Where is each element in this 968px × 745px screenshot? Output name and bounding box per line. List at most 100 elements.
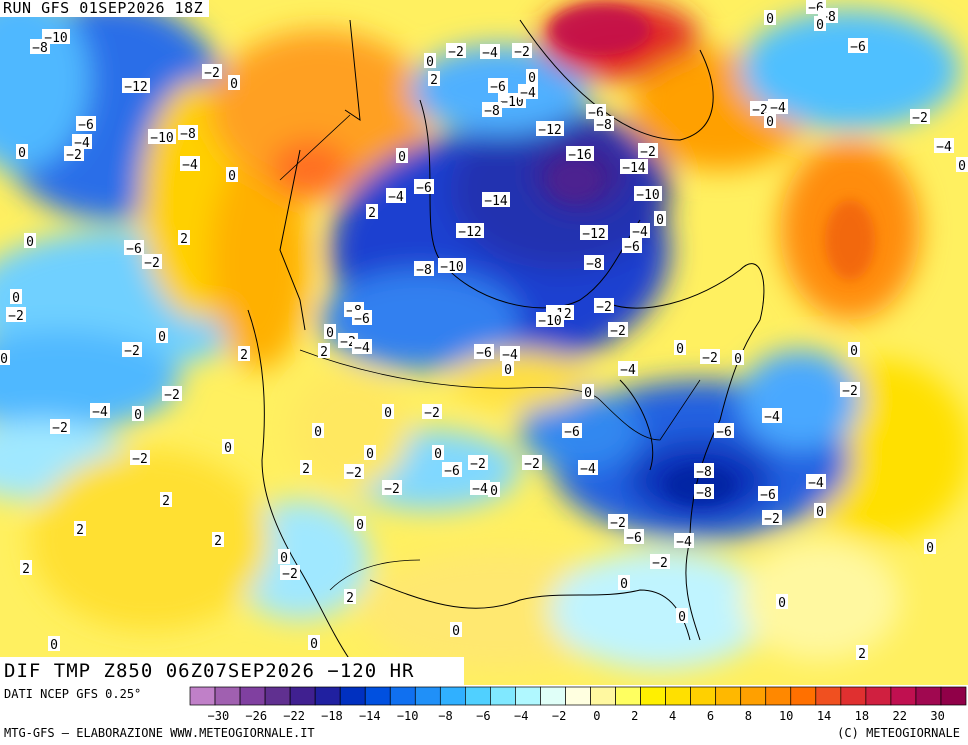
contour-label: −4 (480, 44, 500, 61)
contour-label: −12 (536, 121, 564, 138)
contour-label: 0 (502, 361, 514, 378)
svg-text:−4: −4 (482, 46, 498, 61)
contour-label: −2 (142, 254, 162, 271)
svg-text:−4: −4 (632, 225, 648, 240)
contour-label: −8 (584, 255, 604, 272)
contour-label: −4 (518, 84, 538, 101)
contour-label: −6 (848, 38, 868, 55)
contour-label: −10 (438, 258, 466, 275)
svg-text:−10: −10 (500, 95, 523, 110)
contour-label: −8 (594, 116, 614, 133)
contour-label: −4 (90, 403, 110, 420)
contour-label: 2 (160, 492, 172, 509)
svg-text:−10: −10 (440, 260, 463, 275)
svg-text:0: 0 (504, 363, 512, 378)
contour-label: −14 (620, 159, 648, 176)
svg-text:−6: −6 (626, 531, 642, 546)
svg-text:−2: −2 (524, 457, 540, 472)
contour-label: 2 (344, 589, 356, 606)
contour-label: −16 (566, 146, 594, 163)
svg-text:0: 0 (356, 518, 364, 533)
svg-text:−8: −8 (696, 486, 712, 501)
svg-text:0: 0 (676, 342, 684, 357)
svg-text:−8: −8 (596, 118, 612, 133)
contour-label: −4 (618, 361, 638, 378)
contour-label: −4 (630, 223, 650, 240)
contour-label: −2 (6, 307, 26, 324)
contour-label: −8 (30, 39, 50, 56)
contour-label: −2 (594, 298, 614, 315)
contour-label: −6 (352, 310, 372, 327)
svg-text:0: 0 (224, 441, 232, 456)
svg-text:−4: −4 (764, 410, 780, 425)
svg-text:2: 2 (858, 647, 866, 662)
contour-label: −8 (694, 484, 714, 501)
contour-label: 0 (488, 482, 500, 499)
contour-label: 0 (382, 404, 394, 421)
contour-label: −2 (608, 514, 628, 531)
contour-label: −4 (806, 474, 826, 491)
svg-text:−6: −6 (490, 80, 506, 95)
svg-text:2: 2 (346, 591, 354, 606)
svg-text:−8: −8 (696, 465, 712, 480)
contour-label: −10 (634, 186, 662, 203)
contour-label: −8 (414, 261, 434, 278)
svg-text:0: 0 (0, 352, 8, 367)
svg-text:−2: −2 (340, 335, 356, 350)
svg-text:−2: −2 (470, 457, 486, 472)
temperature-anomaly-map: −10 −8 −12 −6 −10 −8 −4 −2 −4 0 0 −2 0 0 −6 −2 2 0 −2 0 −2 2 0… (0, 0, 968, 685)
run-header: RUN GFS 01SEP2026 18Z (0, 0, 210, 17)
contour-label: −2 (522, 455, 542, 472)
contour-label: 0 (582, 384, 594, 401)
contour-label: 2 (20, 560, 32, 577)
contour-label: −4 (180, 156, 200, 173)
contour-label: −2 (840, 382, 860, 399)
svg-text:2: 2 (430, 73, 438, 88)
svg-text:−2: −2 (204, 66, 220, 81)
svg-text:−12: −12 (458, 225, 481, 240)
contour-label: 0 (222, 439, 234, 456)
svg-text:−8: −8 (32, 41, 48, 56)
map-title: DIF TMP Z850 06Z07SEP2026 −120 HR (0, 657, 464, 685)
contour-label: −8 (178, 125, 198, 142)
contour-label: −2 (762, 510, 782, 527)
svg-text:0: 0 (778, 596, 786, 611)
svg-text:0: 0 (158, 330, 166, 345)
svg-text:−14: −14 (484, 194, 508, 209)
contour-label: −6 (488, 78, 508, 95)
contour-label: −4 (934, 138, 954, 155)
contour-label: −10 (536, 312, 564, 329)
contour-label: 2 (300, 460, 312, 477)
svg-text:−2: −2 (842, 384, 858, 399)
svg-text:−2: −2 (144, 256, 160, 271)
svg-text:−10: −10 (636, 188, 659, 203)
svg-text:−4: −4 (936, 140, 952, 155)
svg-text:−12: −12 (538, 123, 561, 138)
contour-label: −6 (76, 116, 96, 133)
contour-label: −2 (50, 419, 70, 436)
svg-text:−6: −6 (444, 464, 460, 479)
svg-text:0: 0 (850, 344, 858, 359)
svg-text:−14: −14 (622, 161, 646, 176)
svg-text:−6: −6 (126, 242, 142, 257)
svg-text:0: 0 (326, 326, 334, 341)
svg-text:−6: −6 (476, 346, 492, 361)
contour-label: −4 (674, 533, 694, 550)
svg-text:0: 0 (18, 146, 26, 161)
contour-label: −2 (122, 342, 142, 359)
svg-text:0: 0 (958, 159, 966, 174)
contour-label: 0 (924, 539, 936, 556)
svg-text:0: 0 (230, 77, 238, 92)
svg-text:−12: −12 (582, 227, 605, 242)
svg-text:0: 0 (926, 541, 934, 556)
svg-text:−4: −4 (182, 158, 198, 173)
contour-label: 0 (0, 350, 10, 367)
svg-text:0: 0 (50, 638, 58, 653)
contour-label: −6 (442, 462, 462, 479)
svg-text:−2: −2 (66, 148, 82, 163)
contour-label: 2 (74, 521, 86, 538)
svg-text:0: 0 (398, 150, 406, 165)
svg-text:−10: −10 (44, 31, 67, 46)
svg-text:−2: −2 (282, 567, 298, 582)
contour-label: −2 (750, 101, 770, 118)
